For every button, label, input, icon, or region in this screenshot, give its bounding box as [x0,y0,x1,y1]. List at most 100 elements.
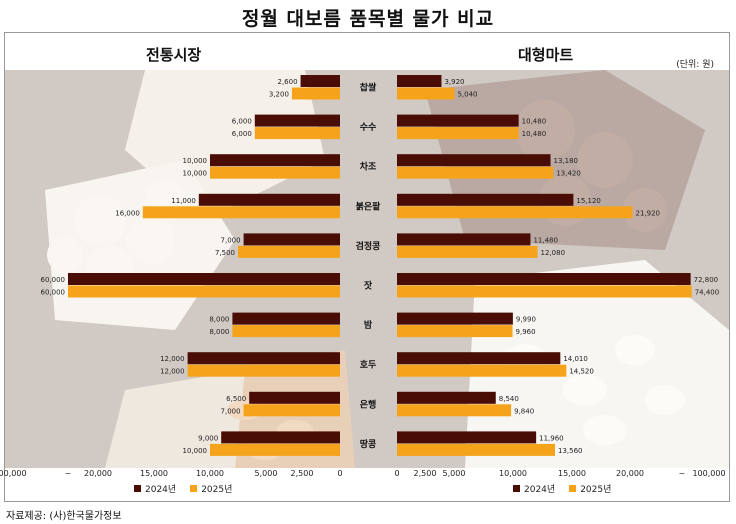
legend-label-2024: 2024년 [524,485,556,495]
data-label: 10,480 [522,118,547,126]
bar [397,352,561,365]
category-label: 수수 [360,122,377,133]
legend-label-2025: 2025년 [580,485,612,495]
bar [210,154,340,167]
legend-left: 2024년 2025년 [134,482,232,495]
data-label: 10,000 [183,447,208,455]
bar [198,193,340,206]
photo-veil [5,70,729,468]
bar [221,431,340,444]
data-label: 12,080 [541,249,566,257]
legend-label-2024: 2024년 [145,485,177,495]
bar [397,325,513,338]
data-label: 8,000 [209,316,229,324]
category-label: 밤 [364,319,373,331]
data-label: 11,960 [539,434,564,442]
bar [232,325,340,338]
bar [254,127,340,140]
tick-label: 5,000 [255,469,278,478]
category-label: 찹쌀 [360,82,377,94]
tick-label: 0 [337,469,342,478]
bar [249,391,340,404]
tick-label: 20,000 [616,469,644,478]
data-label: 10,000 [183,157,208,165]
legend-label-2025: 2025년 [201,485,233,495]
data-label: 10,000 [183,170,208,178]
bar [397,233,531,246]
data-label: 60,000 [41,276,66,284]
category-label: 잣 [364,280,373,292]
data-label: 12,000 [160,368,185,376]
data-label: 9,960 [516,328,536,336]
category-label: 붉은팥 [356,200,382,212]
data-label: 21,920 [635,209,660,217]
data-label: 2,600 [278,78,298,86]
tick-label: 0 [394,469,399,478]
data-label: 16,000 [115,209,140,217]
bar [68,285,340,298]
legend-item-2025: 2025년 [190,482,232,495]
chart-title: 정월 대보름 품목별 물가 비교 [241,8,495,30]
source-credit: 자료제공: (사)한국물가정보 [6,511,122,522]
category-label: 호두 [360,360,377,371]
bar [210,443,340,456]
data-label: 12,000 [160,355,185,363]
legend-right: 2024년 2025년 [513,482,611,495]
data-label: 5,040 [457,91,477,99]
data-label: 7,000 [221,407,241,415]
data-label: 13,180 [554,157,579,165]
legend-swatch-2025 [569,485,577,492]
bar [397,114,519,127]
tick-label: ~ [679,469,686,478]
bar [397,285,692,298]
bar [397,206,633,219]
bar [187,352,340,365]
tick-label: ~ [65,469,72,478]
bar [397,166,554,179]
bar [397,154,551,167]
bar [397,87,455,100]
bar [68,273,340,285]
data-label: 7,000 [221,236,241,244]
data-label: 11,000 [171,197,196,205]
legend-item-2024: 2024년 [134,482,176,495]
tick-label: 100,000 [0,469,27,478]
bar [397,443,556,456]
data-label: 6,500 [226,395,246,403]
bar [187,364,340,377]
bar [397,193,574,206]
category-label: 땅콩 [360,438,377,450]
panel-title-traditional-market: 전통시장 [146,46,202,64]
unit-label: (단위: 원) [676,60,714,70]
tick-label: 2,500 [414,469,437,478]
data-label: 3,200 [269,91,289,99]
data-label: 14,520 [569,368,594,376]
data-label: 15,120 [576,197,601,205]
bar [397,75,442,87]
bar [397,245,538,258]
bar [397,404,512,417]
data-label: 11,480 [533,236,558,244]
bar [291,87,340,100]
bar [238,245,340,258]
bar [254,114,340,127]
category-label: 차조 [360,161,377,173]
data-label: 13,560 [558,447,583,455]
legend-item-2024: 2024년 [513,482,555,495]
data-label: 7,500 [215,249,235,257]
legend-item-2025: 2025년 [569,482,611,495]
bar [397,431,537,444]
bar [243,404,340,417]
data-label: 6,000 [232,118,252,126]
bar [397,312,513,325]
tick-label: 5,000 [443,469,466,478]
tick-label: 15,000 [558,469,586,478]
data-label: 72,800 [694,276,719,284]
legend-swatch-2025 [190,485,198,492]
bar [397,127,519,140]
data-label: 14,010 [563,355,588,363]
data-label: 74,400 [695,289,720,297]
bar [232,312,340,325]
tick-label: 10,000 [499,469,527,478]
